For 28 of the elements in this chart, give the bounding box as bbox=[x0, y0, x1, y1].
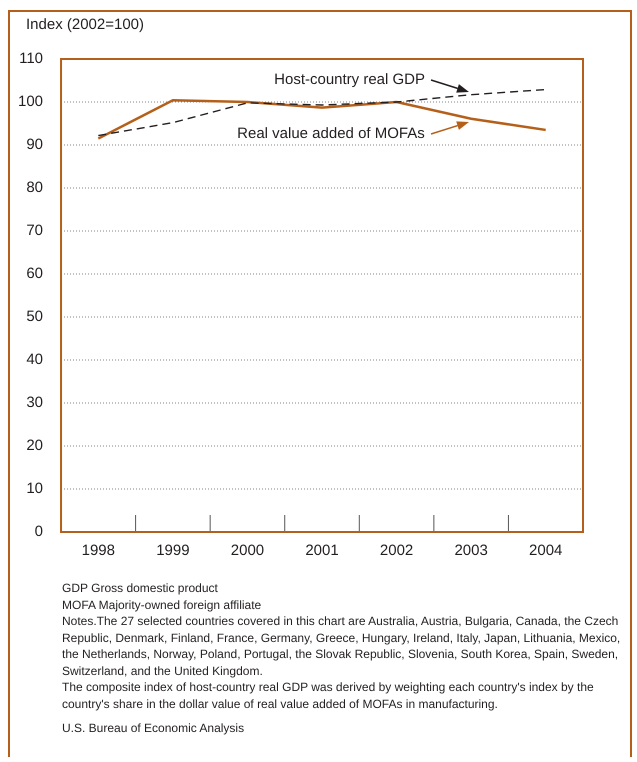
y-tick-label: 30 bbox=[26, 394, 44, 412]
y-tick-label: 60 bbox=[26, 265, 44, 282]
text: The composite index of host-country real GDP was derived by weighting each country's index by the country's share in the dollar value of real value added of MOFAs in manufacturing. bbox=[62, 679, 595, 712]
text: GDP Gross domestic product bbox=[62, 580, 219, 596]
x-tick-label: 2000 bbox=[230, 542, 264, 560]
legend-label: Real value added of MOFAs bbox=[237, 125, 425, 142]
text: Notes.The 27 selected countries covered in this chart are Australia, Austria, Bulgaria, Canada, the Czech Republic, Denmark, Finland, France, Germany, Greece, Hungary, Ireland, Italy, Japan, Lithuania, Mexico, the Netherlands, Norway, Poland, Portugal, the Slovak Republic, Slovenia, South Korea, Spain, Sweden, Switzerland, and the United Kingdom. bbox=[62, 613, 622, 679]
x-tick-label: 2003 bbox=[454, 542, 488, 560]
text: U.S. Bureau of Economic Analysis bbox=[62, 720, 246, 736]
x-tick-label: 2002 bbox=[380, 542, 414, 560]
y-tick-label: 40 bbox=[26, 351, 44, 368]
y-tick-label: 100 bbox=[18, 93, 44, 110]
y-tick-label: 70 bbox=[26, 222, 44, 240]
y-tick-label: 80 bbox=[26, 179, 44, 196]
y-axis-title: Index (2002=100) bbox=[26, 16, 144, 33]
y-tick-label: 50 bbox=[26, 308, 44, 326]
y-tick-label: 90 bbox=[26, 136, 44, 154]
text: MOFA Majority-owned foreign affiliate bbox=[62, 596, 262, 613]
x-tick-label: 2004 bbox=[529, 542, 562, 560]
x-tick-label: 1998 bbox=[82, 542, 115, 560]
y-tick-label: 10 bbox=[26, 480, 44, 498]
y-tick-label: 20 bbox=[26, 437, 44, 454]
x-tick-label: 2001 bbox=[305, 542, 339, 560]
y-tick-label: 110 bbox=[19, 50, 44, 68]
x-tick-label: 1999 bbox=[156, 542, 190, 560]
legend-label: Host-country real GDP bbox=[274, 71, 426, 88]
line-series bbox=[98, 88, 546, 136]
y-tick-label: 0 bbox=[34, 523, 44, 540]
